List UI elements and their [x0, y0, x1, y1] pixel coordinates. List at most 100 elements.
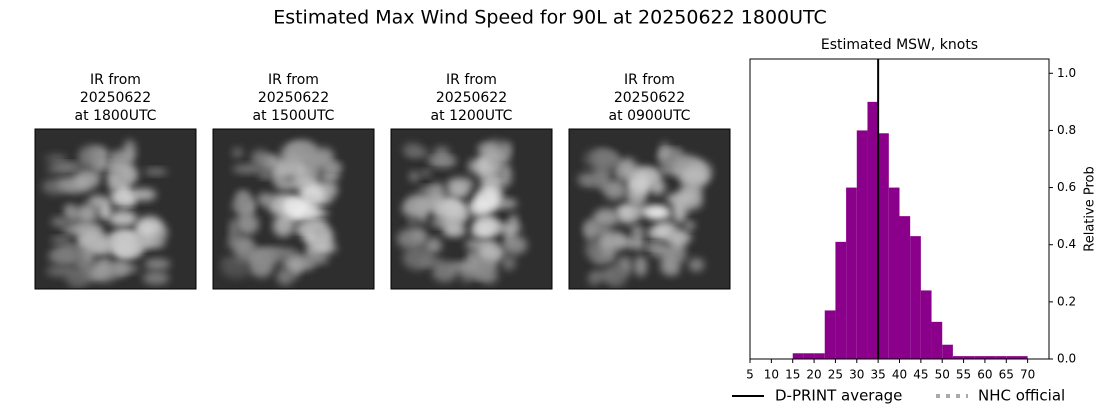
cloud: [284, 200, 303, 211]
legend-label: D-PRINT average: [775, 387, 902, 405]
cloud: [494, 223, 522, 233]
cloud: [256, 192, 275, 207]
cloud: [636, 171, 648, 191]
cloud: [649, 245, 671, 258]
cloud: [433, 146, 450, 160]
ir-content: [35, 129, 196, 289]
panel-title: at 1500UTC: [253, 108, 335, 124]
ir-image: [390, 128, 553, 290]
cloud: [581, 177, 597, 185]
cloud: [670, 232, 686, 250]
cloud: [304, 232, 318, 244]
bar: [931, 321, 943, 359]
panel-title: 20250622: [80, 90, 151, 106]
cloud: [126, 199, 135, 206]
x-tick-label: 65: [999, 368, 1014, 382]
cloud: [259, 171, 271, 179]
ir-image: [34, 128, 197, 290]
cloud: [442, 224, 467, 237]
bar: [846, 187, 857, 359]
cloud: [99, 209, 110, 217]
cloud: [594, 164, 612, 186]
cloud: [319, 228, 334, 247]
cloud: [236, 192, 251, 211]
cloud: [480, 244, 505, 261]
cloud: [481, 149, 511, 168]
x-tick-label: 45: [913, 368, 928, 382]
cloud: [108, 210, 138, 227]
panel-frame: [212, 128, 375, 290]
x-tick-label: 55: [956, 368, 971, 382]
cloud: [424, 237, 442, 254]
cloud: [232, 147, 243, 158]
cloud: [502, 235, 528, 255]
bar: [878, 133, 889, 359]
cloud: [408, 217, 417, 226]
cloud: [420, 169, 432, 177]
cloud: [405, 148, 430, 158]
panel-frame: [34, 128, 197, 290]
x-tick-label: 70: [1020, 368, 1035, 382]
bar: [899, 216, 911, 359]
cloud: [410, 228, 427, 243]
x-tick-label: 20: [806, 368, 821, 382]
panel-title: 20250622: [258, 90, 329, 106]
bar: [856, 130, 868, 359]
y-tick-label: 0.2: [1057, 294, 1076, 308]
cloud: [266, 154, 277, 167]
cloud: [234, 241, 259, 263]
ir-image: [568, 128, 731, 290]
bar: [963, 356, 975, 359]
cloud: [477, 186, 499, 211]
cloud: [76, 204, 98, 224]
cloud: [57, 177, 79, 192]
panel-title: at 1200UTC: [431, 108, 513, 124]
bar: [888, 187, 900, 359]
panel-title: IR from: [624, 72, 675, 88]
cloud: [658, 155, 690, 168]
cloud: [478, 157, 489, 178]
cloud: [295, 174, 313, 187]
cloud: [232, 164, 264, 174]
cloud: [115, 240, 141, 258]
bar: [920, 290, 932, 359]
cloud: [120, 164, 134, 184]
bar: [952, 356, 964, 359]
cloud: [298, 184, 325, 208]
y-tick-label: 0.6: [1057, 180, 1076, 194]
bar: [835, 241, 847, 359]
bar: [1016, 356, 1028, 359]
x-tick-label: 10: [764, 368, 779, 382]
cloud: [593, 208, 620, 228]
cloud: [594, 149, 613, 170]
bar: [814, 353, 825, 359]
cloud: [630, 226, 644, 235]
cloud: [272, 215, 295, 237]
cloud: [598, 232, 619, 250]
chart-title: Estimated MSW, knots: [821, 37, 978, 53]
panel-title: IR from: [268, 72, 319, 88]
cloud: [474, 215, 499, 237]
cloud: [50, 236, 71, 244]
panel-title: IR from: [446, 72, 497, 88]
cloud: [136, 238, 166, 249]
cloud: [659, 255, 677, 276]
cloud: [119, 184, 128, 194]
bar: [867, 101, 879, 359]
cloud: [312, 147, 334, 165]
cloud: [108, 150, 132, 165]
panel-title: at 1800UTC: [75, 108, 157, 124]
cloud: [144, 258, 171, 270]
cloud: [50, 217, 70, 227]
cloud: [46, 265, 78, 277]
cloud: [130, 188, 157, 201]
ir-content: [391, 129, 552, 289]
cloud: [430, 219, 456, 228]
cloud: [501, 255, 516, 271]
cloud: [582, 224, 610, 237]
x-tick-label: 15: [785, 368, 800, 382]
bar: [824, 310, 836, 359]
cloud: [639, 205, 669, 218]
x-tick-label: 35: [871, 368, 886, 382]
cloud: [619, 157, 637, 180]
